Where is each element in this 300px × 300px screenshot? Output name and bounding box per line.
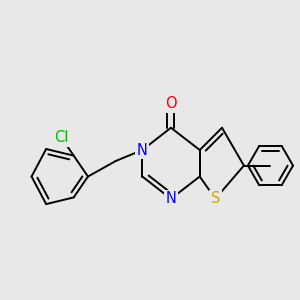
- Text: N: N: [166, 191, 176, 206]
- Text: Cl: Cl: [54, 130, 69, 145]
- Text: N: N: [137, 142, 148, 158]
- Text: O: O: [165, 96, 177, 111]
- Text: S: S: [211, 191, 220, 206]
